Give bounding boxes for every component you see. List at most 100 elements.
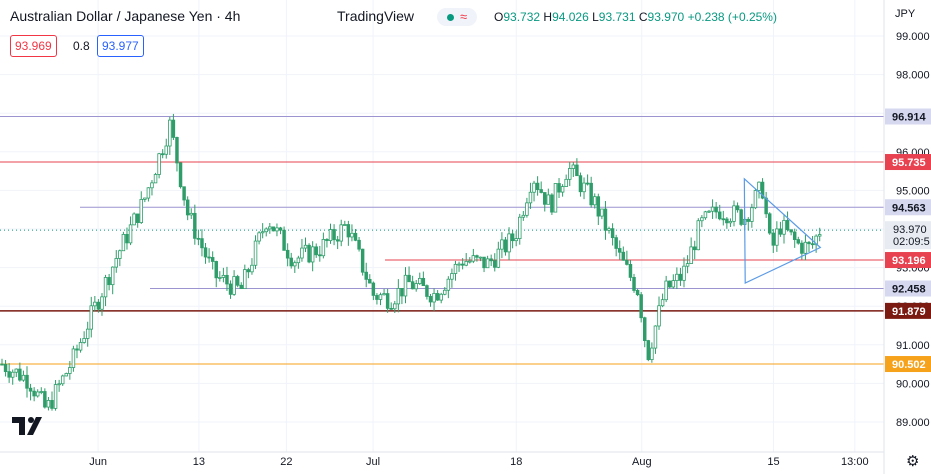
candle-body (10, 371, 15, 378)
candle-body (789, 229, 793, 233)
candle-body (453, 263, 458, 274)
candle-body (125, 233, 129, 244)
candle-body (575, 164, 579, 177)
candle-body (353, 232, 358, 241)
candle-body (7, 371, 11, 378)
candle-body (325, 239, 329, 242)
market-status-badge[interactable]: ≈ (437, 8, 477, 26)
candle-body (128, 224, 133, 244)
y-tick-label: 95.000 (896, 185, 930, 197)
candle-body (250, 264, 254, 273)
level-label: 93.196 (892, 255, 926, 267)
candle-body (496, 248, 501, 268)
candle-body (500, 239, 504, 250)
candle-body (735, 205, 740, 211)
symbol-title[interactable]: Australian Dollar / Japanese Yen · 4h (10, 8, 241, 24)
buy-price-button[interactable]: 93.977 (97, 35, 144, 57)
candle-body (139, 199, 143, 223)
candle-body (175, 137, 179, 164)
candle-body (632, 276, 636, 291)
candle-body (775, 228, 779, 246)
candle-body (328, 229, 333, 242)
candle-body (203, 247, 208, 258)
candle-body (667, 280, 672, 288)
currency-label[interactable]: JPY (895, 8, 916, 20)
candle-body (817, 234, 822, 237)
candle-body (721, 218, 726, 221)
x-tick-label: Jul (366, 456, 380, 468)
ohlc-readout: O93.732 H94.026 L93.731 C93.970 +0.238 (… (494, 10, 777, 24)
candle-body (114, 258, 118, 268)
candle-body (264, 228, 268, 233)
candle-body (589, 182, 593, 206)
candle-body (578, 175, 583, 193)
tradingview-logo-icon[interactable] (12, 413, 46, 439)
level-label: 92.458 (892, 284, 926, 296)
candle-body (642, 317, 647, 341)
candle-body (628, 263, 633, 278)
candle-body (82, 338, 86, 343)
candle-body (318, 254, 322, 257)
candle-body (357, 239, 361, 250)
current-price-label: 93.970 (893, 224, 927, 236)
candle-body (300, 247, 304, 259)
candle-body (196, 237, 201, 240)
candle-body (18, 368, 22, 381)
candle-body (271, 226, 276, 232)
candle-body (528, 191, 533, 204)
candle-body (75, 348, 79, 351)
candle-body (343, 224, 347, 226)
y-tick-label: 99.000 (896, 31, 930, 43)
candle-body (225, 274, 229, 285)
candle-body (143, 197, 147, 200)
brand-name: TradingView (337, 8, 415, 24)
candle-body (710, 206, 715, 212)
candle-body (200, 238, 204, 249)
chart-grid (0, 0, 884, 452)
time-axis[interactable]: Jun 13 22 Jul 18 Aug 15 13:00 (0, 451, 884, 468)
candle-body (493, 260, 497, 268)
price-axis[interactable]: 89.00090.00091.00092.00093.00094.00095.0… (883, 0, 931, 474)
candle-body (64, 373, 69, 377)
candle-body (764, 197, 768, 215)
candle-body (107, 277, 111, 286)
gear-icon[interactable]: ⚙ (906, 453, 920, 470)
triangle-pattern (743, 177, 822, 284)
candle-body (568, 168, 572, 180)
x-tick-label: 18 (510, 456, 522, 468)
level-label-bg (885, 356, 931, 373)
candle-body (646, 340, 651, 360)
candle-body (46, 400, 51, 408)
candle-body (364, 271, 368, 280)
x-tick-label: 13 (193, 456, 205, 468)
market-open-dot-icon (447, 14, 454, 21)
y-tick-label: 98.000 (896, 70, 930, 82)
candle-body (753, 190, 758, 209)
candle-body (393, 303, 397, 310)
candle-body (446, 278, 451, 291)
candle-body (443, 289, 447, 295)
candle-body (375, 295, 379, 300)
candle-body (68, 367, 72, 374)
candle-body (503, 239, 508, 253)
candle-body (185, 199, 190, 216)
candle-body (403, 274, 408, 297)
candle-body (746, 218, 751, 222)
candle-body (593, 196, 597, 206)
candle-body (285, 249, 290, 259)
current-price-bg (885, 221, 931, 250)
candle-body (607, 228, 611, 231)
candle-body (39, 391, 44, 393)
candle-body (93, 301, 97, 307)
candle-body (539, 189, 543, 193)
candle-body (275, 227, 279, 232)
sell-price-button[interactable]: 93.969 (10, 35, 57, 57)
candle-body (510, 233, 515, 242)
candle-body (782, 220, 786, 235)
candle-body (96, 301, 101, 310)
candle-body (371, 282, 376, 296)
x-tick-label: 22 (280, 456, 292, 468)
candle-body (696, 220, 701, 251)
candle-body (178, 162, 183, 188)
